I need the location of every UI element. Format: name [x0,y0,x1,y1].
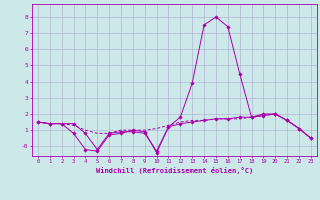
X-axis label: Windchill (Refroidissement éolien,°C): Windchill (Refroidissement éolien,°C) [96,167,253,174]
